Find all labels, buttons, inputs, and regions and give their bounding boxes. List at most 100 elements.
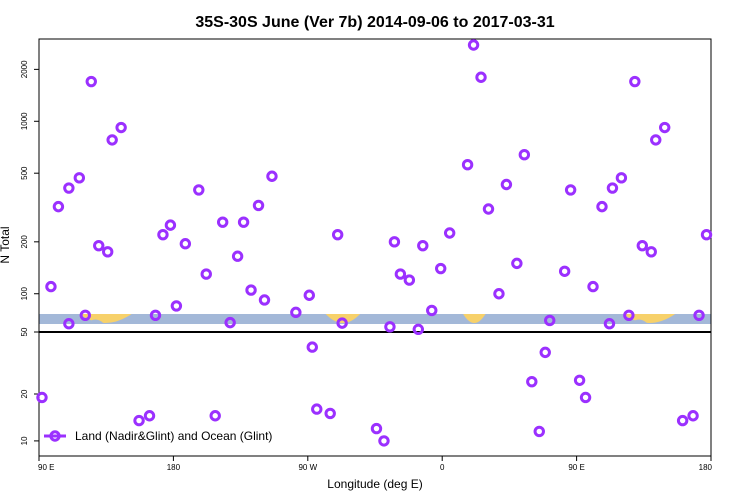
land-mask-detail [630,319,647,323]
data-point [36,391,48,404]
data-point [493,288,505,300]
data-point [544,314,556,327]
data-point [63,318,75,330]
data-point [79,309,91,321]
data-point [435,262,447,275]
data-point [93,239,105,252]
data-point [231,250,244,262]
data-point [85,75,97,88]
data-point [311,403,323,415]
data-point [636,239,649,252]
data-point [378,435,390,447]
y-tick-label: 10 [20,436,29,445]
data-point [693,309,705,321]
data-point [157,228,169,241]
data-point [237,216,250,228]
data-point [558,265,571,277]
data-point [303,289,315,301]
data-point [475,71,487,83]
data-point [650,134,662,146]
data-point [467,39,480,51]
data-point [324,407,336,420]
y-tick-label: 200 [20,235,29,249]
data-point [200,268,212,280]
land-mask-band [463,314,486,323]
data-point [518,149,531,161]
plot-area: 90 E 180 90 W 0 90 E 180 100 200 500 1000 2000 10 20… [20,38,713,472]
x-tick-label: 180 [699,463,713,472]
data-point [615,172,628,184]
data-point [106,134,118,146]
data-point [179,238,192,250]
data-point [526,375,538,388]
data-point [403,274,416,286]
data-point [539,346,551,359]
data-point [115,121,127,134]
data-point [336,317,348,329]
data-point [659,121,671,134]
chart-title: 35S-30S June (Ver 7b) 2014-09-06 to 2017… [195,14,554,31]
data-point [170,300,183,312]
data-point [412,323,425,336]
data-point [245,284,257,296]
data-point [700,228,713,241]
data-point [629,75,641,88]
x-tick-label: 90 W [298,463,317,472]
data-point [331,228,344,241]
data-point [676,414,689,427]
data-point [443,227,456,239]
data-point [606,182,619,194]
x-tick-label: 90 E [568,463,584,472]
data-point [461,159,474,171]
y-tick-label: 1000 [20,112,29,130]
x-tick-label: 90 E [38,463,54,472]
land-mask-detail [87,319,104,323]
data-point [290,306,302,319]
x-tick-label: 0 [440,463,445,472]
data-point [52,200,65,213]
data-point [564,184,577,196]
data-point [73,172,86,184]
x-tick-label: 180 [167,463,181,472]
data-point [533,425,545,438]
data-point [579,391,592,404]
data-point [224,316,236,329]
data-point [133,414,145,427]
data-point [623,309,635,321]
y-tick-label: 50 [20,327,29,336]
data-point [370,422,383,435]
data-point [645,246,657,258]
data-point [258,294,271,306]
y-axis-label: N Total [0,226,12,263]
ocean-mask-strip [39,314,711,324]
data-point [164,219,177,231]
data-point [603,318,616,330]
data-point [45,280,57,293]
data-point [193,184,205,196]
data-point [216,216,229,228]
y-tick-label: 100 [20,287,29,301]
data-point [511,257,523,270]
x-axis-label: Longitude (deg E) [327,477,422,491]
data-point [384,321,396,333]
data-point [209,410,221,422]
data-point [500,178,513,191]
data-point [596,200,608,213]
data-point [306,341,318,353]
data-point [149,309,162,321]
data-point [266,170,278,182]
y-tick-label: 500 [20,166,29,180]
legend-label: Land (Nadir&Glint) and Ocean (Glint) [75,429,272,443]
data-point [143,410,156,422]
data-point [687,410,699,422]
strip-padding [39,324,711,332]
data-point [101,246,114,258]
data-point [426,304,438,317]
data-point [417,239,429,252]
data-point [388,236,401,248]
data-point [394,268,407,280]
y-tick-label: 20 [20,389,29,398]
data-point [252,199,265,212]
data-point [587,280,599,293]
data-point [63,182,75,194]
